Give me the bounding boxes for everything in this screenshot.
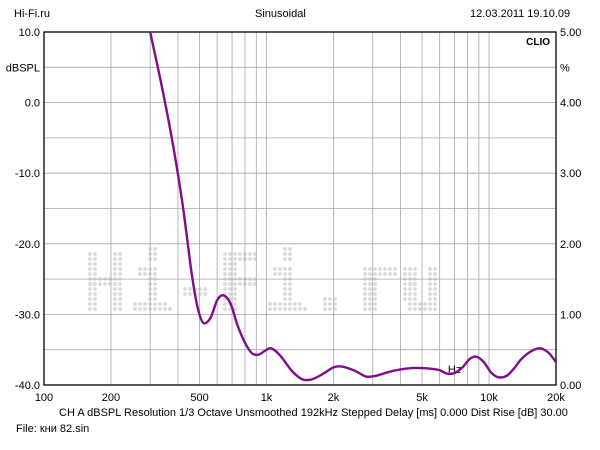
x-tick-label: 1k: [261, 392, 273, 404]
y-left-tick-label: 10.0: [19, 27, 40, 39]
clio-brand-mark: CLIO: [526, 37, 550, 48]
y-right-tick-label: 0.00: [560, 380, 581, 392]
frequency-response-curve: [148, 32, 556, 382]
y-left-tick-label: 0.0: [25, 98, 40, 110]
y-left-tick-label: -30.0: [15, 309, 40, 321]
y-right-tick-label: 4.00: [560, 98, 581, 110]
x-tick-label: 2k: [328, 392, 340, 404]
x-tick-label: 200: [102, 392, 120, 404]
y-right-tick-label: 2.00: [560, 239, 581, 251]
timestamp-label: 12.03.2011 19.10.09: [470, 8, 571, 20]
y-right-tick-label: 5.00: [560, 27, 581, 39]
watermark-logo: [88, 247, 437, 311]
plot-frame: [43, 31, 557, 386]
x-tick-label: 100: [35, 392, 53, 404]
x-tick-label: 500: [190, 392, 208, 404]
measurement-settings-line: CH A dBSPL Resolution 1/3 Octave Unsmoot…: [59, 407, 568, 419]
x-tick-label: 10k: [480, 392, 498, 404]
measurement-mode-label: Sinusoidal: [255, 8, 306, 20]
file-name-label: File: кни 82.sin: [16, 423, 90, 435]
y-right-axis-unit: %: [560, 62, 570, 74]
y-right-tick-label: 1.00: [560, 309, 581, 321]
y-left-tick-label: -10.0: [15, 168, 40, 180]
y-left-tick-label: -40.0: [15, 380, 40, 392]
source-label: Hi-Fi.ru: [14, 8, 51, 20]
y-left-tick-label: -20.0: [15, 239, 40, 251]
y-right-tick-label: 3.00: [560, 168, 581, 180]
y-left-axis-unit: dBSPL: [6, 62, 40, 74]
x-tick-label: 20k: [547, 392, 565, 404]
x-tick-label: 5k: [416, 392, 428, 404]
